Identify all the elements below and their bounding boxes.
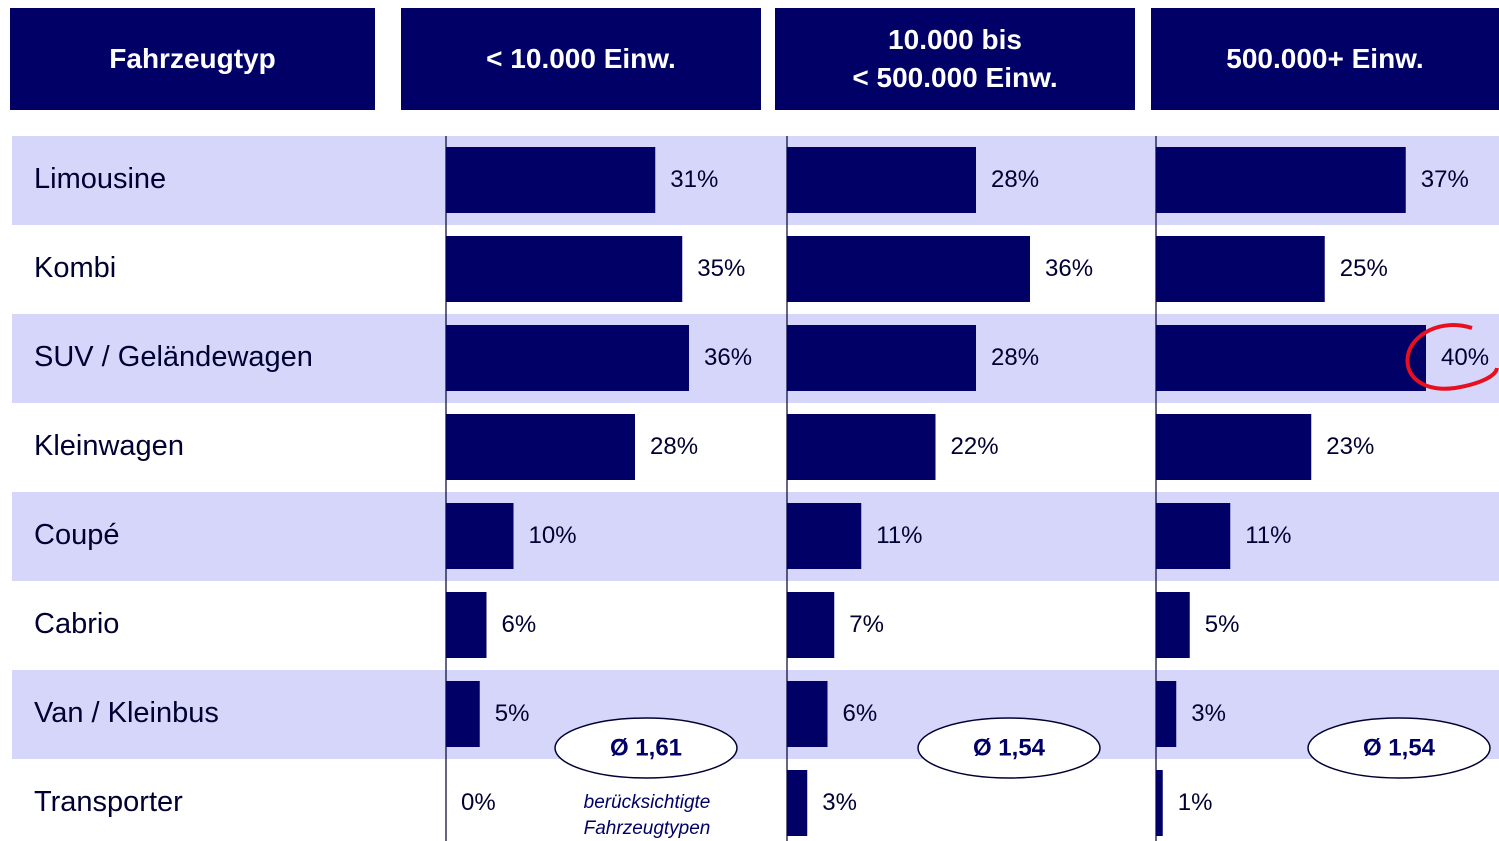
row-band [12, 670, 1499, 759]
row-label: Kombi [34, 252, 116, 284]
bar [1156, 592, 1190, 658]
average-label: Ø 1,54 [1363, 734, 1436, 761]
bar [446, 325, 689, 391]
bar [1156, 503, 1231, 569]
bar [787, 147, 976, 213]
bar [446, 592, 487, 658]
value-label: 31% [670, 166, 718, 193]
row-label: Limousine [34, 163, 166, 195]
value-label: 7% [849, 611, 884, 638]
row-label: SUV / Geländewagen [34, 341, 313, 373]
highlight-circle [1405, 323, 1499, 391]
average-oval [1307, 717, 1491, 779]
average-label: Ø 1,54 [973, 734, 1046, 761]
value-label: 3% [822, 789, 857, 816]
column-header: 500.000+ Einw. [1151, 8, 1499, 110]
value-label: 25% [1340, 255, 1388, 282]
value-label: 35% [697, 255, 745, 282]
value-label: 40% [1441, 344, 1489, 371]
bar [787, 503, 862, 569]
row-band [12, 492, 1499, 581]
value-label: 10% [529, 522, 577, 549]
value-label: 11% [876, 522, 922, 549]
value-label: 28% [650, 433, 698, 460]
bar [787, 236, 1030, 302]
bar [446, 681, 480, 747]
column-header: 10.000 bis < 500.000 Einw. [775, 8, 1135, 110]
value-label: 36% [704, 344, 752, 371]
value-label: 28% [991, 344, 1039, 371]
bar [1156, 236, 1325, 302]
value-label: 11% [1245, 522, 1291, 549]
bar [1156, 147, 1406, 213]
bar [1156, 681, 1177, 747]
bar [787, 681, 828, 747]
value-label: 36% [1045, 255, 1093, 282]
row-label: Transporter [34, 786, 183, 818]
bar [787, 414, 936, 480]
bar [446, 414, 635, 480]
bar [1156, 414, 1312, 480]
value-label: 6% [843, 700, 878, 727]
average-oval [917, 717, 1101, 779]
value-label: 22% [951, 433, 999, 460]
row-label: Cabrio [34, 608, 119, 640]
value-label: 3% [1191, 700, 1226, 727]
row-label: Van / Kleinbus [34, 697, 219, 729]
average-oval [554, 717, 738, 779]
row-label: Kleinwagen [34, 430, 184, 462]
value-label: 28% [991, 166, 1039, 193]
bar [446, 147, 656, 213]
bar [1156, 770, 1163, 836]
column-header: < 10.000 Einw. [401, 8, 761, 110]
row-header: Fahrzeugtyp [10, 8, 375, 110]
value-label: 23% [1326, 433, 1374, 460]
bar [787, 592, 835, 658]
bar [446, 236, 683, 302]
row-label: Coupé [34, 519, 119, 551]
value-label: 5% [495, 700, 530, 727]
value-label: 0% [461, 789, 496, 816]
footnote: Fahrzeugtypen [584, 818, 711, 839]
bar [787, 770, 808, 836]
value-label: 1% [1178, 789, 1213, 816]
value-label: 5% [1205, 611, 1240, 638]
bar [1156, 325, 1426, 391]
average-label: Ø 1,61 [610, 734, 682, 761]
bar [446, 503, 514, 569]
footnote: berücksichtigte [584, 792, 711, 813]
value-label: 37% [1421, 166, 1469, 193]
bar [787, 325, 976, 391]
value-label: 6% [502, 611, 537, 638]
